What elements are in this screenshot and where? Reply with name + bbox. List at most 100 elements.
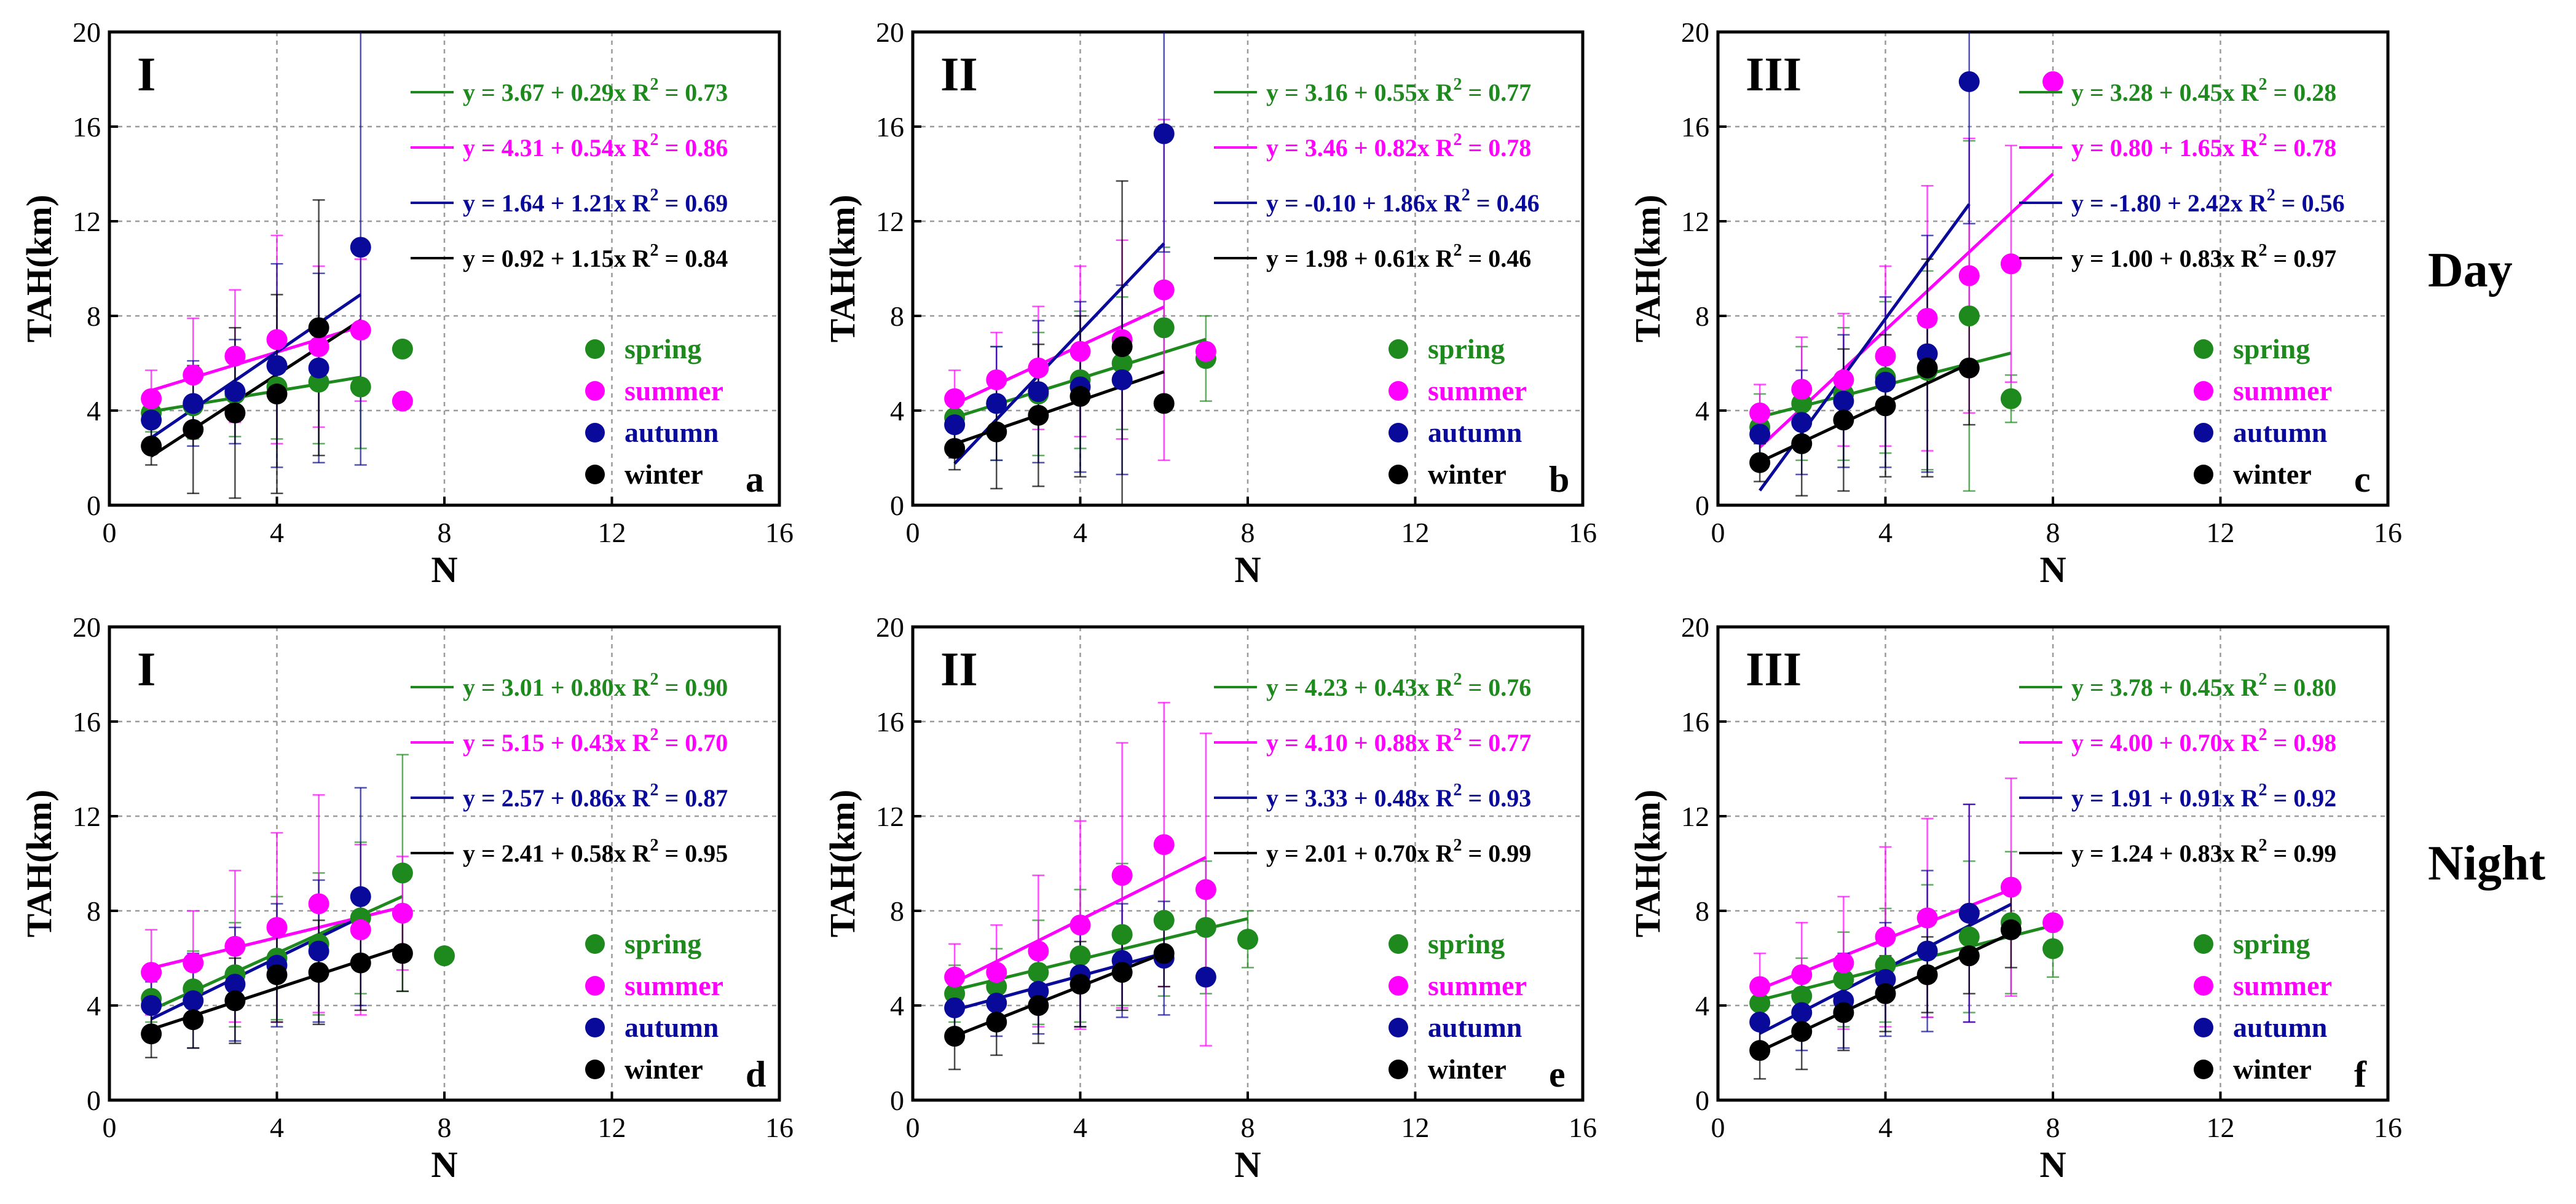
equation-winter: y = 2.41 + 0.58x R2 = 0.95: [463, 836, 728, 867]
y-axis-label: TAH(km): [1628, 195, 1668, 343]
equation-text: y = 3.01 + 0.80x R: [463, 674, 651, 701]
equation-r2-superscript: 2: [650, 836, 658, 855]
panel-letter: c: [2354, 459, 2371, 500]
data-point-winter: [308, 962, 329, 983]
data-point-winter: [224, 402, 246, 423]
data-point-autumn: [1833, 390, 1854, 412]
equation-winter: y = 1.24 + 0.83x R2 = 0.99: [2071, 836, 2336, 867]
y-axis-label: TAH(km): [822, 790, 862, 938]
equation-text: y = 3.67 + 0.29x R: [463, 79, 651, 106]
legend-marker-winter: [1388, 1060, 1408, 1079]
equation-text: y = 5.15 + 0.43x R: [463, 729, 651, 757]
data-point-winter: [1111, 336, 1133, 358]
equation-text: y = 0.80 + 1.65x R: [2071, 134, 2259, 162]
x-tick-label: 4: [1878, 1112, 1893, 1143]
legend-label-summer: summer: [624, 970, 723, 1001]
legend-marker-winter: [2194, 1060, 2213, 1079]
legend-marker-autumn: [585, 1018, 605, 1037]
data-point-summer: [1791, 379, 1813, 400]
data-point-spring: [1195, 916, 1216, 938]
x-tick-label: 12: [1401, 1112, 1430, 1143]
y-tick-label: 16: [876, 111, 904, 143]
data-point-summer: [308, 336, 329, 358]
data-point-summer: [1749, 976, 1771, 997]
y-tick-label: 8: [1695, 301, 1709, 332]
x-tick-label: 8: [438, 1112, 452, 1143]
data-point-winter: [183, 1009, 204, 1031]
data-point-autumn: [1749, 1011, 1771, 1033]
legend-marker-spring: [585, 934, 605, 954]
equation-r2-superscript: 2: [2258, 781, 2267, 800]
legend-marker-summer: [1388, 976, 1408, 996]
equation-r2-value: = 0.78: [1462, 134, 1531, 162]
data-point-winter: [1153, 393, 1175, 414]
y-tick-label: 20: [876, 17, 904, 48]
data-point-winter: [141, 435, 162, 457]
x-tick-label: 4: [1073, 1112, 1087, 1143]
data-point-spring: [1958, 305, 1980, 326]
data-point-autumn: [350, 886, 371, 907]
legend-marker-spring: [2194, 934, 2213, 954]
y-tick-label: 20: [1681, 17, 1709, 48]
data-point-summer: [350, 919, 371, 940]
data-point-spring: [1237, 929, 1258, 950]
equation-r2-superscript: 2: [1453, 836, 1462, 855]
data-point-winter: [1833, 409, 1854, 431]
y-tick-label: 4: [1695, 395, 1709, 427]
x-axis-label: N: [2039, 549, 2066, 590]
data-point-summer: [1195, 879, 1216, 900]
data-point-summer: [2000, 876, 2022, 898]
data-point-spring: [434, 945, 455, 967]
data-point-winter: [944, 1026, 966, 1047]
equation-text: y = 2.57 + 0.86x R: [463, 784, 651, 812]
data-point-winter: [1875, 983, 1896, 1004]
data-point-autumn: [1111, 369, 1133, 390]
equation-r2-value: = 0.84: [658, 245, 728, 272]
legend-marker-autumn: [585, 423, 605, 443]
y-tick-label: 12: [1681, 801, 1709, 832]
legend-label-autumn: autumn: [624, 417, 719, 448]
x-tick-label: 4: [1878, 517, 1893, 548]
equation-winter: y = 1.00 + 0.83x R2 = 0.97: [2071, 241, 2336, 272]
data-point-summer: [986, 962, 1007, 983]
data-point-winter: [1749, 452, 1771, 473]
equation-r2-superscript: 2: [650, 75, 658, 94]
equation-autumn: y = -0.10 + 1.86x R2 = 0.46: [1266, 186, 1540, 217]
data-point-winter: [1791, 1021, 1813, 1042]
equation-r2-superscript: 2: [650, 186, 658, 205]
equation-spring: y = 3.01 + 0.80x R2 = 0.90: [463, 670, 728, 701]
data-layer: [944, 32, 1216, 505]
equation-spring: y = 3.78 + 0.45x R2 = 0.80: [2071, 670, 2336, 701]
panel-letter: d: [746, 1054, 766, 1095]
x-tick-label: 16: [765, 1112, 794, 1143]
y-tick-label: 4: [1695, 990, 1709, 1021]
x-tick-label: 12: [1401, 517, 1430, 548]
data-point-winter: [266, 384, 288, 405]
x-tick-label: 12: [2207, 517, 2235, 548]
data-point-spring: [1958, 926, 1980, 948]
equation-summer: y = 4.10 + 0.88x R2 = 0.77: [1266, 725, 1531, 757]
data-point-summer: [141, 962, 162, 983]
equation-r2-superscript: 2: [2258, 241, 2267, 260]
data-point-spring: [1111, 924, 1133, 945]
x-axis-label: N: [1234, 549, 1261, 590]
equation-r2-value: = 0.69: [658, 189, 728, 217]
data-point-autumn: [1791, 412, 1813, 433]
legend-label-spring: spring: [1428, 333, 1505, 364]
data-point-summer: [308, 893, 329, 915]
data-point-summer: [1195, 340, 1216, 362]
equation-r2-superscript: 2: [650, 725, 658, 744]
data-point-summer: [1069, 340, 1091, 362]
panel-roman: I: [137, 642, 156, 696]
equation-text: y = 1.98 + 0.61x R: [1266, 245, 1454, 272]
data-point-summer: [392, 902, 413, 924]
data-point-summer: [1153, 279, 1175, 301]
data-point-winter: [392, 943, 413, 964]
x-tick-label: 0: [103, 517, 117, 548]
data-point-spring: [1028, 962, 1049, 983]
y-tick-label: 12: [876, 801, 904, 832]
x-tick-label: 4: [1073, 517, 1087, 548]
x-tick-label: 8: [2046, 517, 2060, 548]
equation-r2-superscript: 2: [1453, 725, 1462, 744]
data-point-spring: [1111, 353, 1133, 374]
